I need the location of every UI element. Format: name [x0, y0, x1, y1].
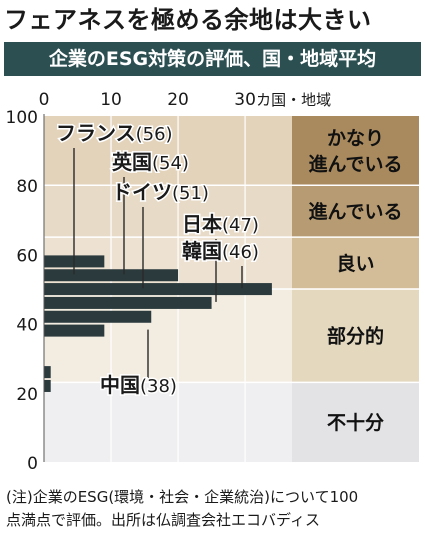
band-label-0-0: かなり	[327, 128, 384, 150]
bar-1	[44, 269, 179, 282]
band-panel-1	[292, 185, 419, 238]
annotation-country-5: 中国	[100, 373, 140, 397]
annotation-country-4: 韓国	[182, 239, 222, 263]
annotation-score-1: (54)	[152, 153, 189, 174]
y-tick-5: 0	[27, 454, 38, 474]
band-label-0-1: 進んでいる	[308, 154, 402, 176]
x-tick-1: 10	[100, 90, 122, 110]
annotation-0: フランス(56)	[56, 121, 173, 145]
footnote-line-2: 点満点で評価。出所は仏調査会社エコバディス	[6, 511, 320, 529]
bar-6	[44, 366, 51, 379]
y-tick-1: 80	[16, 177, 38, 197]
band-area-4	[44, 382, 292, 462]
x-tick-2: 20	[167, 90, 189, 110]
bar-2	[44, 283, 272, 296]
band-panel-4	[292, 382, 419, 462]
y-tick-2: 60	[16, 246, 38, 266]
annotation-score-5: (38)	[140, 376, 177, 397]
band-panel-0	[292, 116, 419, 186]
annotation-2: ドイツ(51)	[112, 180, 209, 204]
annotation-score-0: (56)	[136, 124, 173, 145]
annotation-1: 英国(54)	[112, 150, 189, 174]
annotation-score-3: (47)	[222, 215, 259, 236]
footnote: (注)企業のESG(環境・社会・企業統治)について100 点満点で評価。出所は仏…	[6, 486, 421, 532]
bar-5	[44, 324, 105, 337]
band-area-1	[44, 185, 292, 238]
y-tick-4: 20	[16, 385, 38, 405]
y-tick-3: 40	[16, 316, 38, 336]
annotation-country-2: ドイツ	[112, 180, 172, 204]
band-label-1-0: 進んでいる	[308, 201, 402, 223]
band-panel-2	[292, 237, 419, 289]
bar-7	[44, 379, 51, 392]
chart-title: フェアネスを極める余地は大きい	[4, 6, 372, 34]
annotation-country-0: フランス	[56, 121, 136, 145]
x-tick-3: 30	[234, 90, 256, 110]
band-label-2-0: 良い	[336, 252, 374, 275]
x-unit-label: カ国・地域	[256, 91, 331, 109]
annotation-5: 中国(38)	[100, 373, 177, 397]
footnote-line-1: (注)企業のESG(環境・社会・企業統治)について100	[6, 488, 359, 506]
bar-4	[44, 310, 152, 323]
band-panel-3	[292, 289, 419, 383]
x-tick-0: 0	[39, 90, 50, 110]
annotation-country-3: 日本	[182, 212, 222, 236]
band-label-4-0: 不十分	[327, 411, 384, 434]
chart-subtitle: 企業のESG対策の評価、国・地域平均	[4, 42, 421, 76]
band-area-0	[44, 116, 292, 186]
annotation-score-4: (46)	[222, 242, 259, 263]
annotation-4: 韓国(46)	[182, 239, 259, 263]
bar-3	[44, 296, 212, 309]
annotation-score-2: (51)	[172, 183, 209, 204]
y-tick-0: 100	[6, 108, 38, 128]
band-label-3-0: 部分的	[327, 325, 384, 348]
annotation-country-1: 英国	[112, 150, 152, 174]
annotation-3: 日本(47)	[182, 212, 259, 236]
